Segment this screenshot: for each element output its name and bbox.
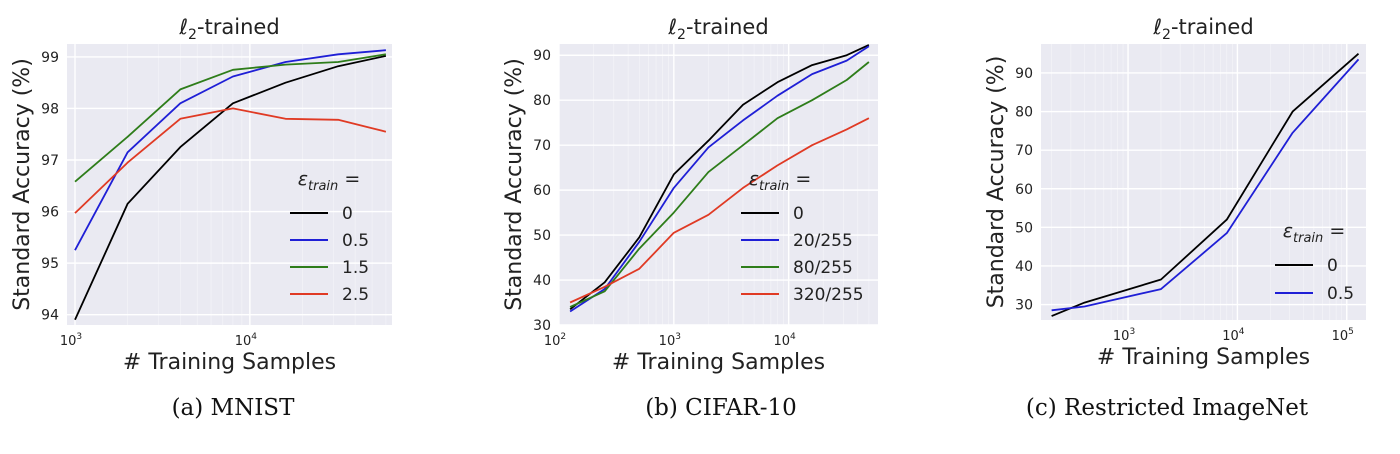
y-tick-label: 30 xyxy=(1015,298,1033,314)
y-tick-label: 30 xyxy=(533,318,551,334)
y-tick-label: 80 xyxy=(533,93,551,109)
chart-caption: (c) Restricted ImageNet xyxy=(1025,395,1309,421)
series-line-320-255 xyxy=(569,117,870,304)
legend-label: 80/255 xyxy=(793,258,853,278)
y-tick-label: 50 xyxy=(533,228,551,244)
legend-label: 1.5 xyxy=(342,258,369,278)
chart-restricted-imagenet: 103 104 105 30 40 50 60 70 80 90 ℓ2-trained # Train… xyxy=(984,15,1366,370)
series-line-2-5 xyxy=(74,107,387,214)
y-tick-label: 40 xyxy=(1015,259,1033,275)
plot-area xyxy=(67,44,392,325)
y-tick-label: 99 xyxy=(41,50,59,66)
y-tick-label: 95 xyxy=(41,256,59,272)
y-axis-label: Standard Accuracy (%) xyxy=(984,56,1009,309)
x-axis-label: # Training Samples xyxy=(123,350,336,375)
y-tick-label: 90 xyxy=(533,48,551,64)
x-tick-label: 104 xyxy=(774,332,797,349)
x-tick-label: 103 xyxy=(60,332,82,349)
chart-title: ℓ2-trained xyxy=(1152,15,1253,43)
chart-title: ℓ2-trained xyxy=(667,15,768,43)
x-tick-label: 104 xyxy=(1222,327,1245,344)
x-tick-label: 102 xyxy=(544,332,566,349)
legend-label: 0.5 xyxy=(342,231,369,251)
y-axis-label: Standard Accuracy (%) xyxy=(502,58,527,311)
series-line-80-255 xyxy=(569,61,870,308)
legend-title: εtrain = xyxy=(1283,220,1346,246)
chart-cifar10: 102 103 104 30 40 50 60 70 80 90 ℓ2-trained # Train… xyxy=(502,15,878,375)
y-tick-label: 94 xyxy=(41,308,59,324)
y-tick-label: 98 xyxy=(41,101,59,117)
series-line-0 xyxy=(1051,53,1360,317)
chart-title: ℓ2-trained xyxy=(178,15,279,43)
chart-caption: (b) CIFAR-10 xyxy=(645,395,797,421)
legend-title: εtrain = xyxy=(749,168,812,194)
y-tick-label: 50 xyxy=(1015,220,1033,236)
chart-panel-cifar10: 102 103 104 30 40 50 60 70 80 90 ℓ2-trained # Train… xyxy=(488,0,954,454)
y-tick-label: 70 xyxy=(1015,143,1033,159)
series-line-0-5 xyxy=(74,49,386,251)
series-line-20-255 xyxy=(569,45,870,313)
series-line-0 xyxy=(569,44,870,311)
legend-label: 0.5 xyxy=(1327,284,1354,304)
x-tick-label: 103 xyxy=(1113,327,1135,344)
y-tick-label: 40 xyxy=(533,273,551,289)
chart-panel-restricted-imagenet: 103 104 105 30 40 50 60 70 80 90 ℓ2-trained # Train… xyxy=(934,0,1400,454)
y-tick-label: 60 xyxy=(1015,182,1033,198)
legend-label: 0 xyxy=(342,204,353,224)
plot-area xyxy=(559,44,878,325)
chart-mnist: 103 104 94 95 96 97 98 99 ℓ2-trained # Training S… xyxy=(10,15,392,375)
y-axis-label: Standard Accuracy (%) xyxy=(10,58,35,311)
legend-label: 320/255 xyxy=(793,285,864,305)
chart-caption: (a) MNIST xyxy=(171,395,295,421)
legend-title: εtrain = xyxy=(298,168,361,194)
y-tick-label: 90 xyxy=(1015,66,1033,82)
legend-label: 2.5 xyxy=(342,285,369,305)
plot-area xyxy=(1041,44,1366,320)
y-tick-label: 70 xyxy=(533,138,551,154)
series-line-0-5 xyxy=(1051,58,1360,312)
x-tick-label: 103 xyxy=(659,332,681,349)
series-line-1-5 xyxy=(74,53,387,183)
x-axis-label: # Training Samples xyxy=(612,350,825,375)
y-tick-label: 96 xyxy=(41,205,59,221)
chart-panel-mnist: 103 104 94 95 96 97 98 99 ℓ2-trained # Training S… xyxy=(0,0,466,454)
legend-label: 20/255 xyxy=(793,231,853,251)
y-tick-label: 60 xyxy=(533,183,551,199)
series-line-0 xyxy=(74,55,387,321)
x-tick-label: 104 xyxy=(235,332,258,349)
y-tick-label: 97 xyxy=(41,153,59,169)
x-axis-label: # Training Samples xyxy=(1097,345,1310,370)
legend-label: 0 xyxy=(1327,256,1338,276)
legend-label: 0 xyxy=(793,204,804,224)
y-tick-label: 80 xyxy=(1015,105,1033,121)
x-tick-label: 105 xyxy=(1332,327,1354,344)
